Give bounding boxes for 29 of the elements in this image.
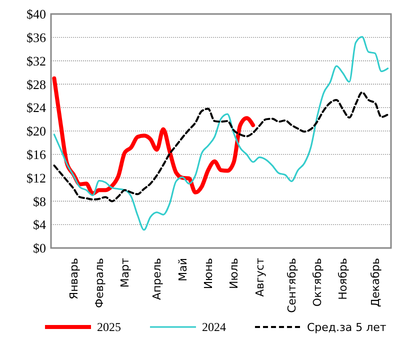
x-tick-label: Сентябрь — [285, 258, 298, 313]
y-tick-label: $16 — [26, 146, 46, 162]
x-tick-label: Ноябрь — [336, 258, 350, 300]
y-tick-label: $32 — [26, 53, 46, 68]
x-tick-label: Декабрь — [368, 258, 382, 307]
x-tick-label: Март — [118, 257, 132, 288]
x-tick-label: Апрель — [150, 258, 164, 300]
legend-label: 2025 — [97, 320, 121, 334]
y-tick-label: $0 — [33, 240, 46, 256]
y-tick-label: $12 — [26, 170, 46, 186]
legend-label: Сред.за 5 лет — [307, 320, 387, 334]
line-series — [53, 91, 389, 202]
x-tick-label: Октябрь — [311, 258, 324, 307]
y-tick-label: $4 — [33, 217, 46, 232]
x-tick-label: Июль — [228, 258, 241, 290]
y-tick-label: $36 — [26, 30, 46, 45]
x-tick-label: Январь — [67, 258, 80, 300]
legend-label: 2024 — [202, 320, 226, 334]
y-tick-label: $20 — [26, 124, 46, 139]
x-tick-label: Июнь — [202, 258, 216, 290]
x-tick-label: Февраль — [92, 258, 106, 308]
x-tick-label: Май — [176, 258, 190, 282]
y-tick-label: $40 — [26, 6, 46, 22]
line-series — [52, 76, 256, 196]
y-tick-label: $24 — [26, 100, 46, 116]
y-tick-label: $28 — [26, 76, 46, 92]
line-series — [53, 36, 389, 231]
x-tick-label: Август — [253, 257, 266, 297]
y-tick-label: $8 — [33, 194, 46, 209]
